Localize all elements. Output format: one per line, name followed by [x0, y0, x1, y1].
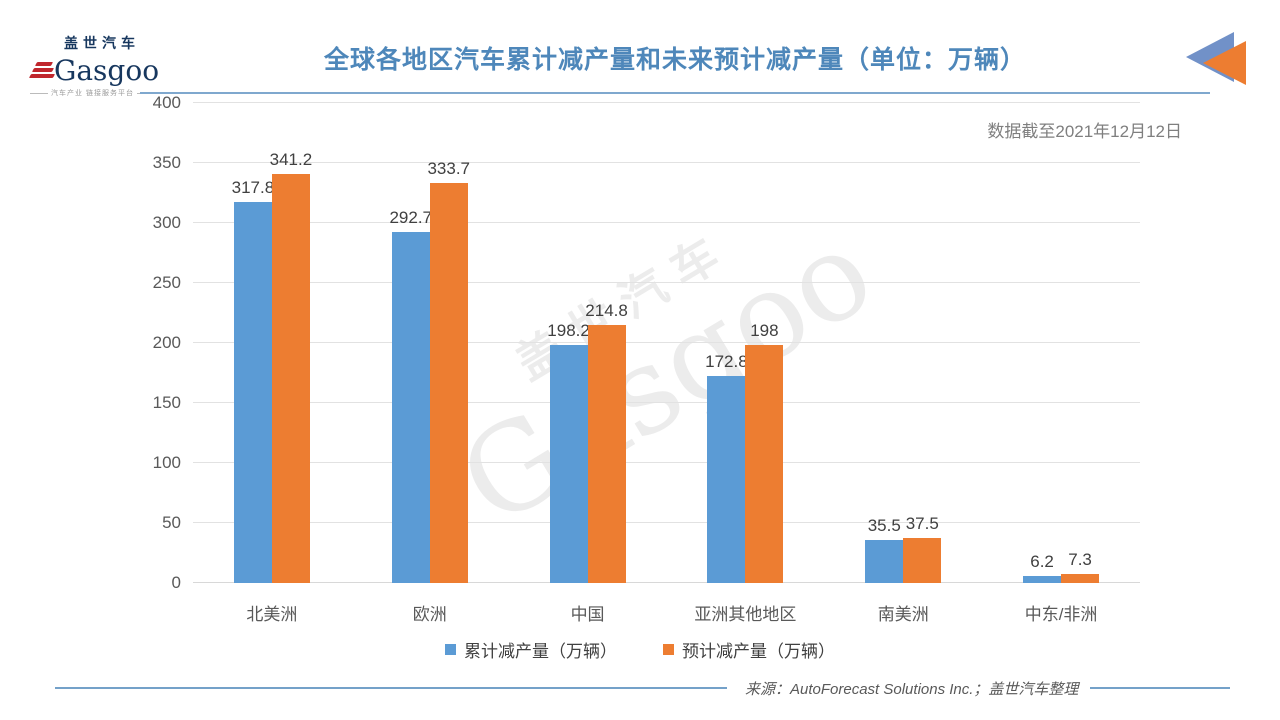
gridline-300: [193, 222, 1140, 223]
legend-label: 累计减产量（万辆）: [464, 642, 617, 661]
bar-北美洲-累计减产量（万辆）: [233, 201, 272, 583]
data-label-亚洲其他地区-1: 198: [750, 321, 779, 341]
y-axis-tick-350: 350: [152, 153, 181, 172]
double-triangle-icon: [1186, 32, 1246, 85]
bar-中国-预计减产量（万辆）: [587, 325, 626, 583]
bar-亚洲其他地区-预计减产量（万辆）: [745, 345, 784, 583]
category-label-北美洲: 北美洲: [246, 605, 298, 624]
legend-label: 预计减产量（万辆）: [682, 642, 835, 661]
y-axis-tick-250: 250: [152, 273, 181, 292]
y-axis-tick-150: 150: [152, 393, 181, 412]
data-label-中国-1: 214.8: [585, 301, 628, 321]
y-axis-tick-300: 300: [152, 213, 181, 232]
bar-南美洲-预计减产量（万辆）: [903, 538, 942, 583]
data-label-欧洲-1: 333.7: [427, 158, 471, 178]
category-label-南美洲: 南美洲: [877, 605, 929, 624]
logo-cn-text: 盖世汽车: [64, 35, 140, 51]
bar-中东/非洲-预计减产量（万辆）: [1061, 574, 1100, 583]
y-axis-tick-200: 200: [152, 333, 181, 352]
y-axis-tick-400: 400: [152, 93, 181, 112]
gridline-350: [193, 162, 1140, 163]
gridline-200: [193, 342, 1140, 343]
data-label-北美洲-1: 341.2: [269, 149, 313, 169]
data-label-中国-0: 198.2: [547, 321, 590, 341]
footer-divider-left: [55, 687, 727, 689]
bar-南美洲-累计减产量（万辆）: [865, 540, 904, 583]
legend-swatch: [663, 644, 674, 655]
bar-北美洲-预计减产量（万辆）: [271, 173, 310, 583]
chart-legend: 累计减产量（万辆） 预计减产量（万辆）: [0, 637, 1280, 662]
data-label-南美洲-0: 35.5: [867, 516, 901, 536]
category-label-亚洲其他地区: 亚洲其他地区: [694, 605, 797, 624]
y-axis-tick-100: 100: [152, 453, 181, 472]
data-label-中东/非洲-0: 6.2: [1030, 551, 1054, 571]
bar-欧洲-预计减产量（万辆）: [429, 182, 468, 583]
y-axis-tick-0: 0: [171, 573, 181, 592]
gridline-250: [193, 282, 1140, 283]
bar-欧洲-累计减产量（万辆）: [391, 231, 430, 583]
data-label-欧洲-0: 292.7: [389, 207, 433, 227]
logo-tagline: 汽车产业 链接服务平台: [30, 88, 160, 98]
plot-area: 0 50 100 150 200 250 300 350 400 317.8 341.2 北美洲 292…: [153, 93, 1140, 624]
data-label-中东/非洲-1: 7.3: [1068, 550, 1092, 570]
data-cutoff-note: 数据截至2021年12月12日: [987, 122, 1182, 141]
data-label-亚洲其他地区-0: 172.8: [705, 351, 748, 371]
footer-divider-right: [1090, 687, 1230, 689]
category-label-欧洲: 欧洲: [412, 605, 447, 624]
legend-item-累计减产量（万辆）: 累计减产量（万辆）: [445, 637, 617, 662]
gridline-400: [193, 102, 1140, 103]
logo-stripes-icon: [28, 60, 56, 82]
bar-中国-累计减产量（万辆）: [549, 345, 588, 583]
bar-亚洲其他地区-累计减产量（万辆）: [707, 375, 746, 583]
gridline-150: [193, 402, 1140, 403]
gridline-50: [193, 522, 1140, 523]
category-label-中东/非洲: 中东/非洲: [1024, 605, 1098, 624]
logo-en-text: Gasgoo: [54, 54, 160, 87]
chart-title-block: 全球各地区汽车累计减产量和未来预计减产量（单位：万辆）: [140, 40, 1210, 94]
bar-中东/非洲-累计减产量（万辆）: [1023, 575, 1062, 583]
y-axis-tick-50: 50: [162, 513, 181, 532]
category-label-中国: 中国: [570, 605, 605, 624]
legend-item-预计减产量（万辆）: 预计减产量（万辆）: [663, 637, 835, 662]
gasgoo-logo: 盖世汽车 Gasgoo 汽车产业 链接服务平台: [28, 35, 160, 98]
gridline-100: [193, 462, 1140, 463]
data-label-南美洲-1: 37.5: [905, 514, 939, 533]
gridline-0: [193, 582, 1140, 583]
legend-swatch: [445, 644, 456, 655]
source-credit: 来源：AutoForecast Solutions Inc.；盖世汽车整理: [745, 681, 1079, 698]
data-label-北美洲-0: 317.8: [231, 177, 275, 197]
chart-title: 全球各地区汽车累计减产量和未来预计减产量（单位：万辆）: [323, 46, 1026, 74]
